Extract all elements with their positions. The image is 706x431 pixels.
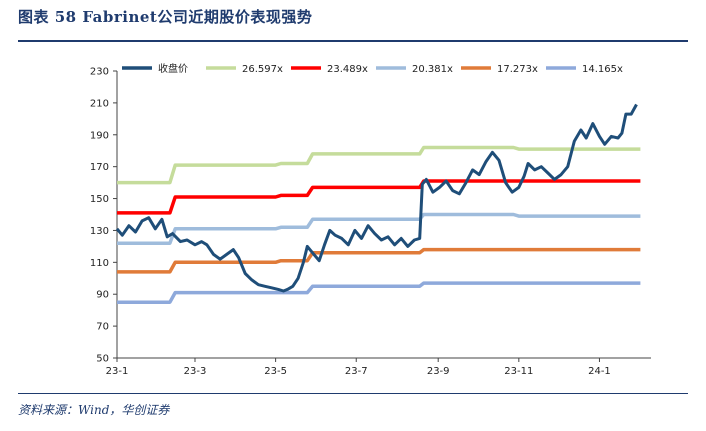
x-tick-label: 23-5 [264, 366, 287, 377]
y-tick-label: 70 [96, 322, 109, 333]
x-tick-label: 24-1 [588, 366, 611, 377]
y-tick-label: 130 [90, 226, 109, 237]
y-tick-label: 170 [90, 162, 109, 173]
series-line-20_381x [117, 212, 641, 245]
legend-label: 23.489x [327, 64, 368, 75]
legend-label: 20.381x [412, 64, 453, 75]
source-divider [18, 393, 688, 394]
x-tick-label: 23-11 [504, 366, 533, 377]
y-tick-label: 190 [90, 130, 109, 141]
y-tick-label: 90 [96, 290, 109, 301]
chart-legend: 收盘价 26.597x 23.489x 20.381x 17.273x 14.165x [122, 62, 623, 75]
x-tick-label: 23-9 [427, 366, 450, 377]
y-tick-label: 230 [90, 67, 109, 78]
y-tick-label: 50 [96, 354, 109, 365]
y-tick-label: 110 [90, 258, 109, 269]
chart-axes: 50 70 90 110 130 150 170 190 210 230 23-1 23-3 23-5 2… [90, 67, 651, 377]
y-tick-label: 210 [90, 98, 109, 109]
series-layer [115, 103, 641, 304]
legend-label: 26.597x [242, 64, 283, 75]
x-tick-label: 23-1 [106, 366, 129, 377]
legend-label: 17.273x [497, 64, 538, 75]
series-line-23_489x [117, 179, 641, 215]
y-tick-label: 150 [90, 194, 109, 205]
series-line-14_165x [117, 281, 641, 304]
x-tick-label: 23-3 [184, 366, 207, 377]
legend-label: 14.165x [582, 64, 623, 75]
series-line-close-price [115, 103, 638, 293]
source-note: 资料来源：Wind，华创证券 [18, 403, 170, 417]
series-line-26_597x [117, 145, 641, 185]
x-tick-label: 23-7 [345, 366, 368, 377]
series-line-17_273x [117, 247, 641, 274]
title-divider [18, 40, 688, 42]
chart-title: 图表 58 Fabrinet公司近期股价表现强势 [18, 8, 313, 26]
legend-label: 收盘价 [158, 62, 188, 75]
